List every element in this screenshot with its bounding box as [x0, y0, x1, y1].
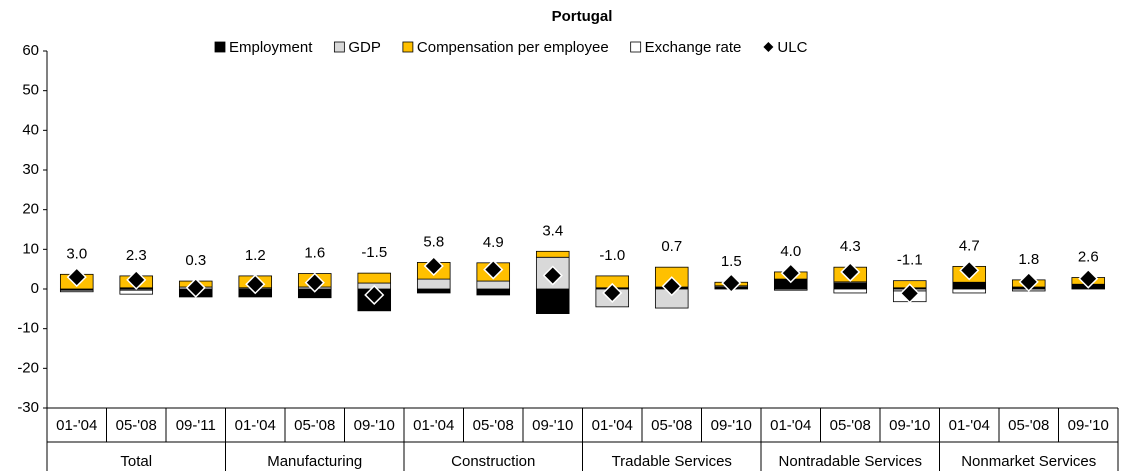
legend-label: ULC: [777, 39, 807, 56]
x-tick-label: 05-'08: [294, 417, 335, 434]
ulc-marker: [840, 261, 861, 283]
ulc-marker: [185, 277, 206, 298]
group-label: Total: [120, 453, 152, 470]
bar-segment: [952, 288, 987, 294]
y-tick-label: 20: [22, 201, 39, 218]
ulc-marker: [1018, 271, 1039, 292]
y-tick-label: 0: [31, 280, 39, 297]
legend-label: Compensation per employee: [417, 39, 609, 56]
data-label: 4.0: [780, 243, 801, 260]
data-label: 1.2: [245, 247, 266, 264]
bar-segment: [59, 289, 94, 293]
group-label: Construction: [451, 453, 535, 470]
legend-swatch: [630, 41, 642, 53]
ulc-marker: [780, 263, 801, 284]
legend-swatch: [402, 41, 414, 53]
data-label: 1.5: [721, 253, 742, 270]
x-tick-label: 09-'11: [176, 417, 216, 434]
group-label: Nonmarket Services: [961, 453, 1096, 470]
data-label: 1.6: [304, 244, 325, 261]
y-tick-label: 10: [22, 240, 39, 257]
x-tick-label: 05-'08: [651, 417, 692, 434]
data-label: 3.4: [542, 222, 563, 239]
y-tick-label: 40: [22, 121, 39, 138]
x-tick-label: 09-'10: [711, 417, 752, 434]
x-tick-label: 01-'04: [949, 417, 990, 434]
bar-segment: [535, 288, 570, 314]
data-label: 4.3: [840, 238, 861, 255]
bar-segment: [476, 280, 511, 290]
ulc-marker: [661, 276, 682, 297]
group-label: Tradable Services: [612, 453, 732, 470]
data-label: 1.8: [1018, 251, 1039, 268]
bar-segment: [535, 250, 570, 258]
group-label: Nontradable Services: [779, 453, 922, 470]
x-tick-label: 05-'08: [473, 417, 514, 434]
data-label: -1.0: [599, 247, 625, 264]
bar-segment: [119, 289, 154, 295]
legend-marker: [763, 42, 774, 52]
legend-swatch: [333, 41, 345, 53]
x-tick-label: 01-'04: [592, 417, 633, 434]
ulc-marker: [66, 267, 87, 288]
x-tick-label: 09-'10: [532, 417, 573, 434]
x-tick-label: 01-'04: [235, 417, 276, 434]
x-tick-label: 05-'08: [116, 417, 157, 434]
ulc-marker: [126, 269, 147, 290]
ulc-marker: [304, 272, 325, 293]
data-label: 4.7: [959, 237, 980, 254]
data-label: 0.7: [661, 238, 682, 255]
group-label: Manufacturing: [267, 453, 362, 470]
data-label: 2.3: [126, 247, 147, 264]
bar-segment: [773, 288, 808, 291]
x-tick-label: 01-'04: [413, 417, 454, 434]
data-label: 2.6: [1078, 248, 1099, 265]
ulc-marker: [721, 272, 742, 294]
bar-segment: [357, 272, 392, 284]
bar-segment: [833, 288, 868, 294]
ulc-marker: [899, 283, 920, 304]
bar-segment: [833, 282, 868, 290]
ulc-marker: [542, 265, 563, 286]
ulc-marker: [602, 282, 623, 304]
ulc-marker: [364, 284, 385, 306]
y-tick-label: 60: [22, 42, 39, 59]
bar-segment: [416, 278, 451, 290]
data-label: -1.5: [361, 244, 387, 261]
legend-swatch: [214, 41, 226, 53]
ulc-marker: [1078, 268, 1099, 289]
ulc-marker: [245, 274, 266, 295]
y-tick-label: -20: [17, 359, 39, 376]
bar-segment: [416, 288, 451, 294]
legend-label: Employment: [229, 39, 313, 56]
x-tick-label: 09-'10: [1068, 417, 1109, 434]
ulc-marker: [483, 259, 504, 280]
x-tick-label: 01-'04: [56, 417, 97, 434]
data-label: 4.9: [483, 234, 504, 251]
data-label: 5.8: [423, 233, 444, 250]
bar-segment: [476, 288, 511, 296]
x-tick-label: 09-'10: [889, 417, 930, 434]
y-tick-label: -30: [17, 399, 39, 416]
ulc-marker: [423, 255, 444, 277]
y-tick-label: 30: [22, 161, 39, 178]
data-label: 0.3: [185, 252, 206, 269]
x-tick-label: 05-'08: [1008, 417, 1049, 434]
data-label: 3.0: [66, 245, 87, 262]
legend-label: Exchange rate: [645, 39, 742, 56]
x-tick-label: 09-'10: [354, 417, 395, 434]
bar-segment: [952, 282, 987, 290]
x-tick-label: 05-'08: [830, 417, 871, 434]
ulc-marker: [959, 260, 980, 281]
y-tick-label: -10: [17, 320, 39, 337]
legend-label: GDP: [348, 39, 381, 56]
chart-title: Portugal: [552, 8, 613, 25]
data-label: -1.1: [897, 252, 923, 269]
x-tick-label: 01-'04: [770, 417, 811, 434]
y-tick-label: 50: [22, 82, 39, 99]
